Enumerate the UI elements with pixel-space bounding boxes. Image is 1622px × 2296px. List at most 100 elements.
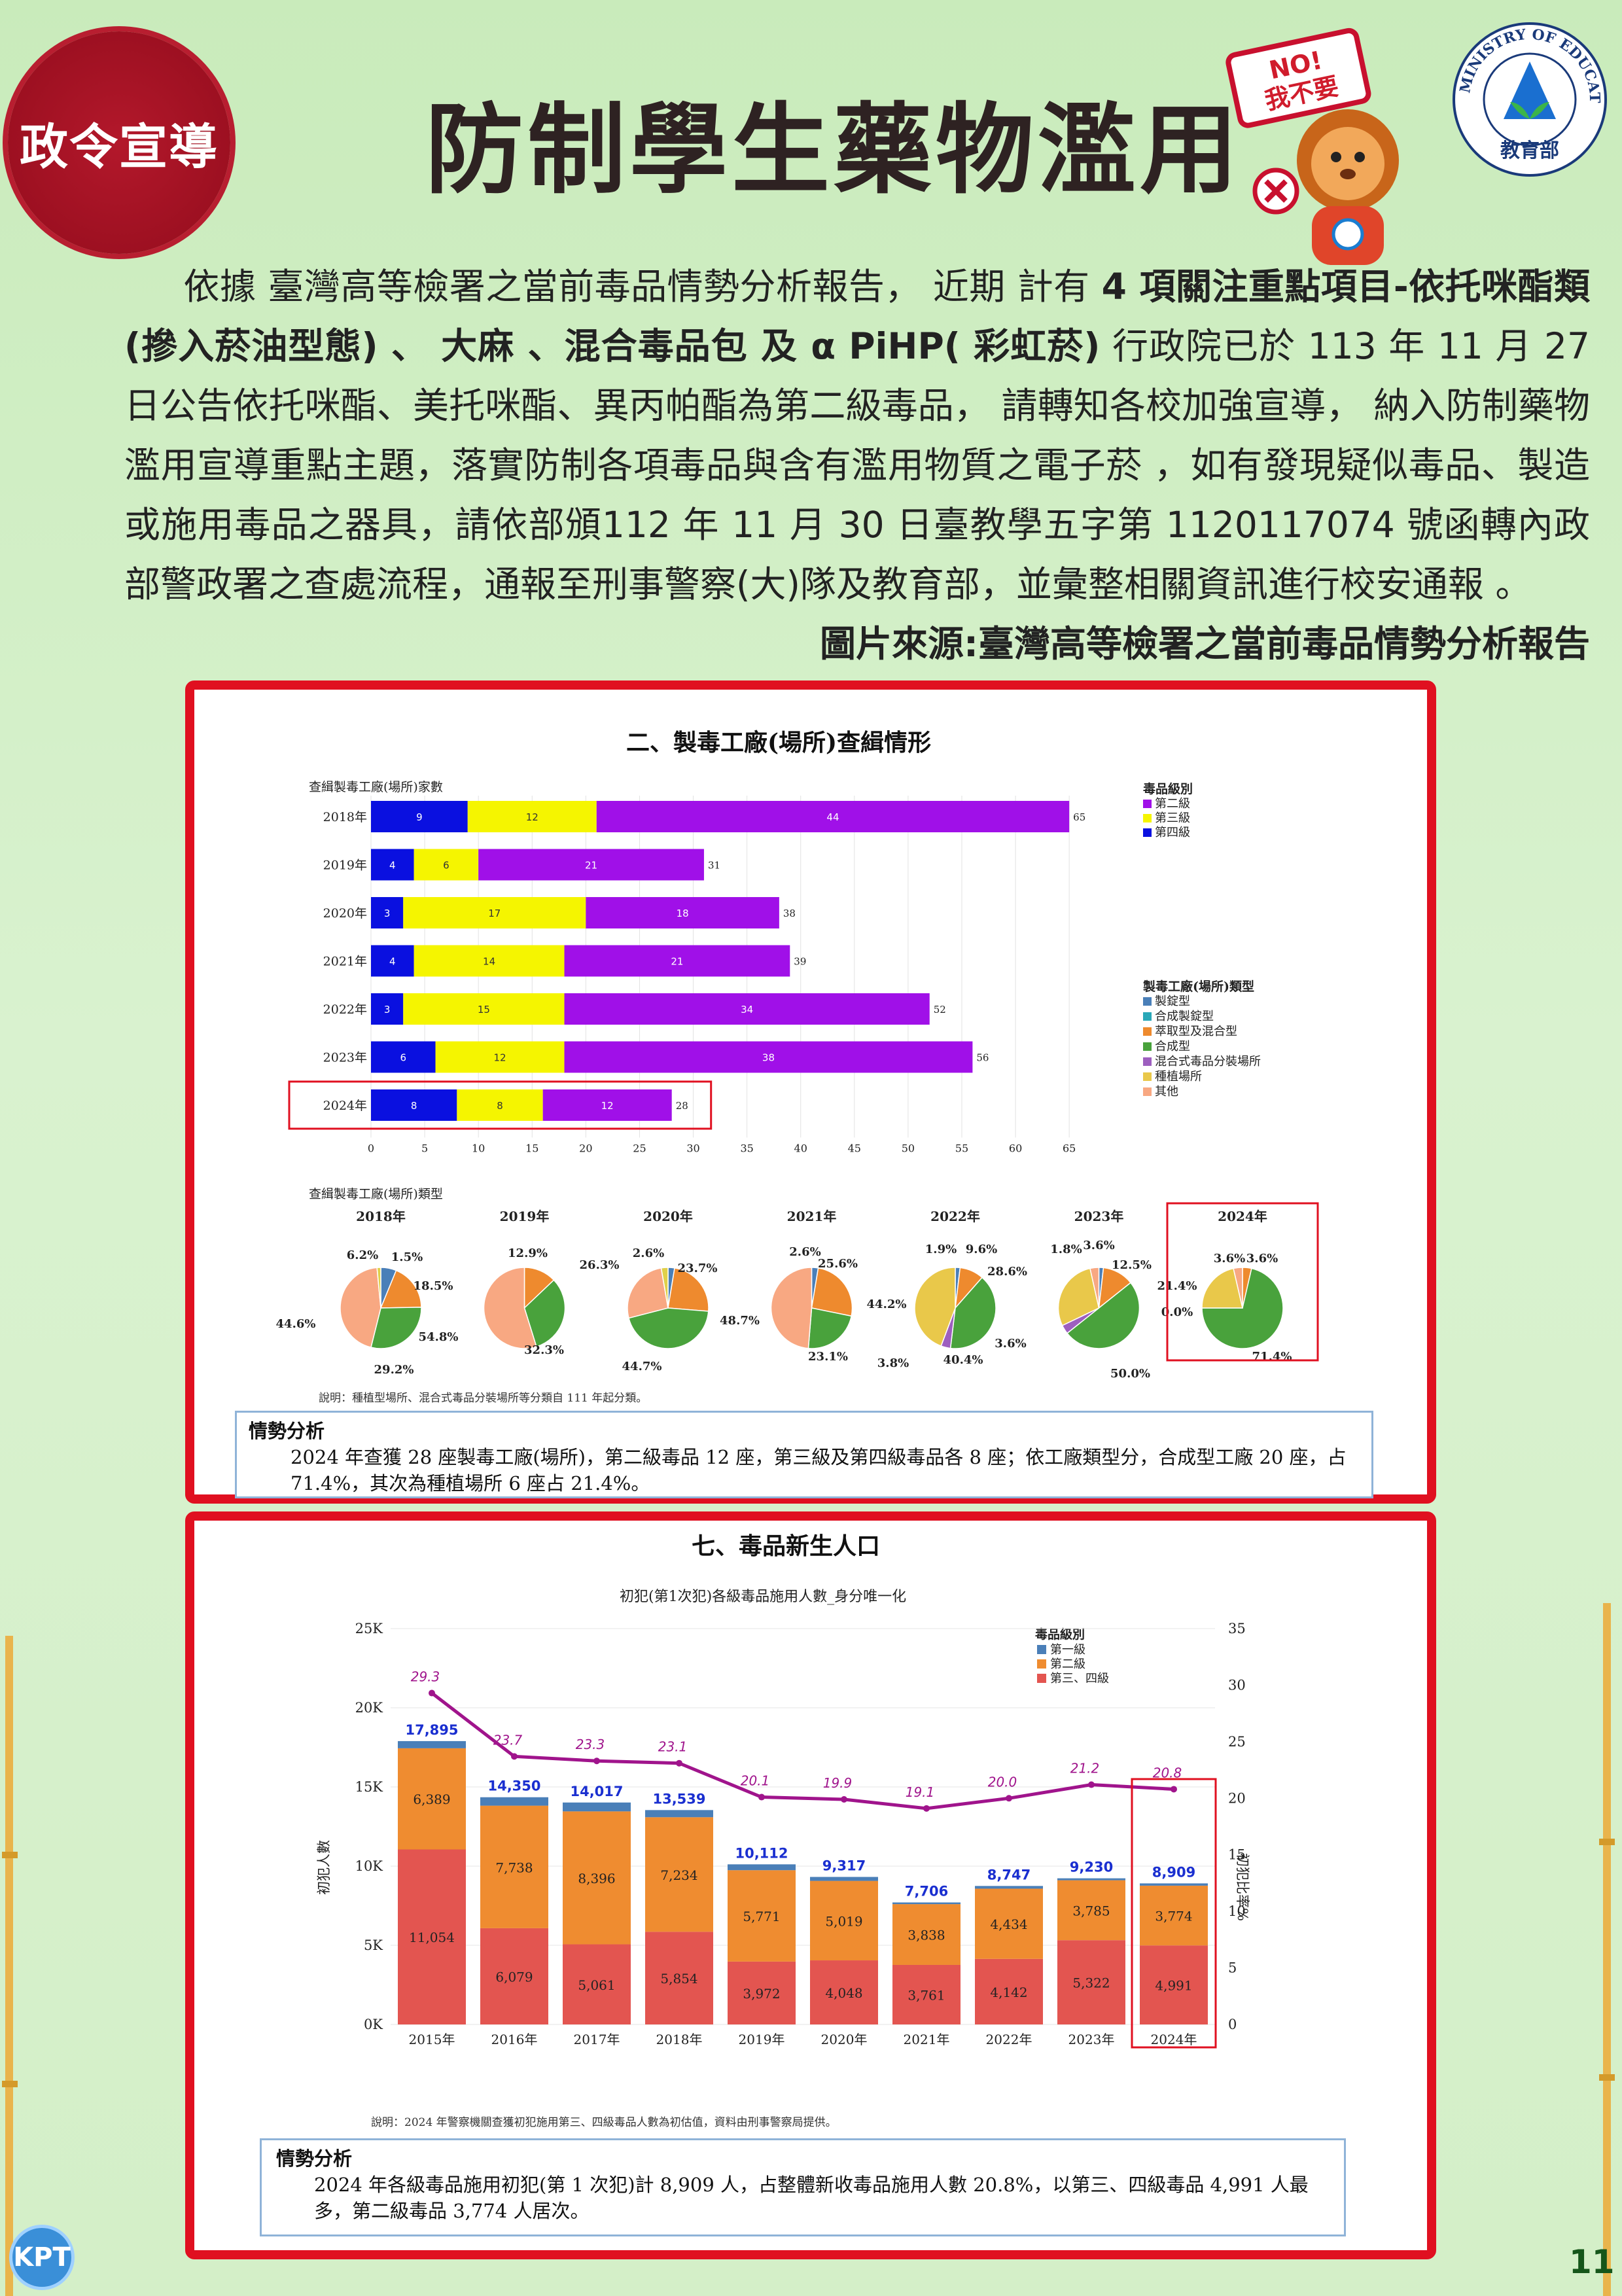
users-bar-segment-label: 11,054	[409, 1930, 455, 1945]
bar-segment-label: 12	[526, 811, 538, 823]
pie-percent-label: 50.0%	[1110, 1367, 1150, 1381]
bamboo-right-decoration	[1599, 1603, 1615, 2296]
pie-percent-label: 1.8%	[1050, 1243, 1082, 1256]
users-total-label: 10,112	[735, 1845, 788, 1861]
bar-x-tick-label: 15	[525, 1142, 538, 1155]
users-bar-segment-label: 3,838	[908, 1928, 945, 1943]
users-bar-segment-label: 4,142	[990, 1985, 1027, 2000]
pie-percent-label: 0.0%	[1161, 1305, 1193, 1319]
bar-segment-label: 34	[741, 1004, 753, 1016]
bar-segment-label: 15	[478, 1004, 490, 1016]
users-bar-segment	[480, 1928, 548, 2024]
users-bar-segment-label: 5,019	[825, 1913, 862, 1929]
bar-segment	[542, 1089, 672, 1121]
users-bar-segment	[645, 1817, 713, 1932]
bar-total-label: 28	[676, 1100, 688, 1112]
pie-slice	[523, 1279, 566, 1348]
users-bar-segment	[728, 1864, 796, 1871]
users-bar-segment-label: 4,048	[825, 1985, 862, 2001]
bar-x-tick-label: 35	[740, 1142, 753, 1155]
figure1-title: 二、製毒工廠(場所)查緝情形	[626, 729, 932, 756]
figure2-note: 說明：2024 年警察機關查獲初犯施用第三、四級毒品人數為初估值，資料由刑事警察…	[371, 2116, 837, 2129]
ratio-label: 20.0	[988, 1774, 1017, 1790]
bar-segment	[403, 993, 565, 1025]
bar-segment	[457, 1089, 543, 1121]
users-category-label: 2017年	[574, 2032, 620, 2047]
pie-percent-label: 23.1%	[808, 1350, 848, 1364]
bar-segment-label: 12	[493, 1052, 506, 1064]
bar-segment-label: 44	[826, 811, 839, 823]
pie-percent-label: 1.9%	[925, 1243, 957, 1256]
pie-slice	[370, 1307, 422, 1349]
users-total-label: 17,895	[405, 1722, 458, 1738]
users-bar-segment	[645, 1932, 713, 2024]
users-bar-segment-label: 5,771	[743, 1909, 780, 1924]
ratio-label: 29.3	[411, 1669, 440, 1685]
users-category-label: 2020年	[821, 2032, 868, 2047]
kpt-corner-logo: KPT	[9, 2225, 75, 2290]
users-bar-segment	[810, 1877, 878, 1881]
bar-total-label: 39	[794, 956, 806, 968]
pie-percent-label: 3.6%	[1214, 1252, 1245, 1265]
users-bar-segment	[810, 1881, 878, 1961]
users-total-label: 8,909	[1152, 1864, 1195, 1880]
page-title: 防制學生藥物濫用	[425, 94, 1243, 207]
page-number: 11	[1569, 2243, 1615, 2281]
pie-slice	[340, 1267, 381, 1349]
users-bar-segment-label: 3,785	[1072, 1903, 1110, 1918]
pie-percent-label: 3.6%	[1083, 1239, 1114, 1252]
users-bar-segment-label: 5,854	[660, 1971, 697, 1987]
users-y2-tick-label: 30	[1228, 1677, 1246, 1693]
ratio-label: 19.1	[906, 1784, 935, 1800]
policy-seal-badge: 政令宣導	[8, 31, 230, 254]
bar-x-tick-label: 40	[794, 1142, 807, 1155]
users-y-tick-label: 15K	[355, 1779, 383, 1795]
bar-category-label: 2019年	[323, 858, 367, 873]
users-bar-segment	[480, 1805, 548, 1928]
pie-percent-label: 40.4%	[943, 1353, 983, 1367]
figure1-situation-box: 情勢分析 2024 年查獲 28 座製毒工廠(場所)，第二級毒品 12 座，第三…	[235, 1411, 1373, 1498]
users-bar-segment	[1057, 1940, 1125, 2024]
type-legend-item: 合成型	[1155, 1040, 1190, 1053]
highlight-box-2024-users	[1131, 1778, 1217, 2049]
pie-percent-label: 9.6%	[966, 1243, 997, 1256]
pie-percent-label: 3.8%	[877, 1356, 909, 1370]
users-bar-segment	[975, 1958, 1043, 2024]
bar-x-tick-label: 65	[1063, 1142, 1076, 1155]
ratio-line	[431, 1691, 1174, 1810]
users-bar-segment	[645, 1810, 713, 1818]
bar-segment-label: 8	[497, 1100, 503, 1112]
users-total-label: 14,017	[570, 1784, 623, 1799]
users-legend-item: 第三、四級	[1050, 1672, 1109, 1686]
pie-slice	[1057, 1267, 1100, 1326]
figure2-situation-text: 2024 年各級毒品施用初犯(第 1 次犯)計 8,909 人，占整體新收毒品施…	[314, 2174, 1309, 2222]
pie-year-label: 2023年	[1074, 1209, 1124, 1224]
users-bar-segment	[1140, 1945, 1208, 2024]
ratio-label: 23.3	[576, 1737, 605, 1752]
bar-x-tick-label: 10	[472, 1142, 485, 1155]
ratio-point	[511, 1753, 518, 1760]
new-users-bar-line-chart: 初犯(第1次犯)各級毒品施用人數_身分唯一化 初犯人數 初犯比率% 毒品級別 第…	[316, 1589, 1250, 2049]
users-y2-tick-label: 10	[1228, 1903, 1246, 1919]
users-legend-item: 第二級	[1050, 1657, 1085, 1671]
bar-segment-label: 17	[488, 908, 501, 919]
type-legend-item: 製錠型	[1155, 995, 1190, 1008]
users-y2-tick-label: 0	[1228, 2017, 1237, 2032]
users-chart-title: 初犯(第1次犯)各級毒品施用人數_身分唯一化	[620, 1589, 906, 1605]
bamboo-left-decoration	[2, 1636, 18, 2296]
bar-segment	[564, 945, 790, 977]
bar-segment-label: 8	[411, 1100, 417, 1112]
users-category-label: 2023年	[1068, 2032, 1115, 2047]
factory-bar-chart: 查緝製毒工廠(場所)家數 毒品級別 第二級 第三級 第四級 製毒工廠(場所)類型…	[276, 779, 1319, 1381]
users-y2-tick-label: 35	[1228, 1621, 1246, 1636]
pie-percent-label: 44.2%	[867, 1298, 907, 1311]
bar-category-label: 2020年	[323, 906, 367, 921]
figure2-situation-label: 情勢分析	[276, 2147, 353, 2170]
users-bar-segment	[810, 1960, 878, 2024]
bar-segment	[435, 1041, 565, 1073]
bar-segment	[371, 849, 414, 881]
ratio-point	[923, 1805, 930, 1812]
bar-segment	[564, 1041, 973, 1073]
highlight-box-2024	[288, 1080, 713, 1130]
users-bar-segment-label: 4,991	[1155, 1978, 1192, 1994]
